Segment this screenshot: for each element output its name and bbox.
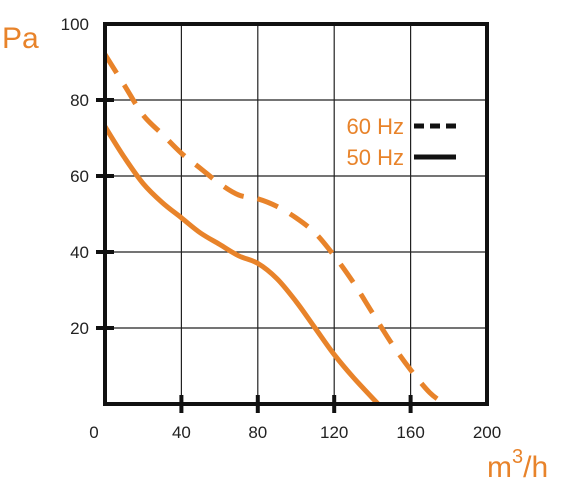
legend-label-60hz: 60 Hz [347, 114, 404, 139]
x-tick-label-80: 80 [248, 423, 267, 442]
plot-frame [103, 22, 489, 406]
y-tick-label-40: 40 [70, 243, 89, 262]
y-tick-label-60: 60 [70, 167, 89, 186]
y-tick-label-20: 20 [70, 319, 89, 338]
series-lines [102, 53, 447, 407]
axis-ticks [96, 98, 413, 413]
x-tick-label-120: 120 [320, 423, 348, 442]
legend: 60 Hz 50 Hz [347, 114, 456, 170]
y-tick-label-80: 80 [70, 91, 89, 110]
series-line-50hz [102, 125, 380, 406]
x-axis-label: m3/h [487, 446, 548, 484]
y-tick-label-100: 100 [61, 15, 89, 34]
x-tick-label-0: 0 [89, 423, 98, 442]
grid-lines [105, 24, 487, 404]
x-tick-label-160: 160 [396, 423, 424, 442]
tick-labels: 0 40 80 120 160 200 20 40 60 80 100 [61, 15, 502, 442]
y-axis-label: Pa [2, 22, 39, 55]
series-line-60hz [102, 53, 447, 407]
x-tick-label-200: 200 [473, 423, 501, 442]
legend-label-50hz: 50 Hz [347, 145, 404, 170]
x-axis-label-exponent: 3 [512, 446, 523, 468]
x-axis-label-tail: /h [523, 451, 548, 484]
x-tick-label-40: 40 [172, 423, 191, 442]
x-axis-label-base: m [487, 451, 512, 484]
